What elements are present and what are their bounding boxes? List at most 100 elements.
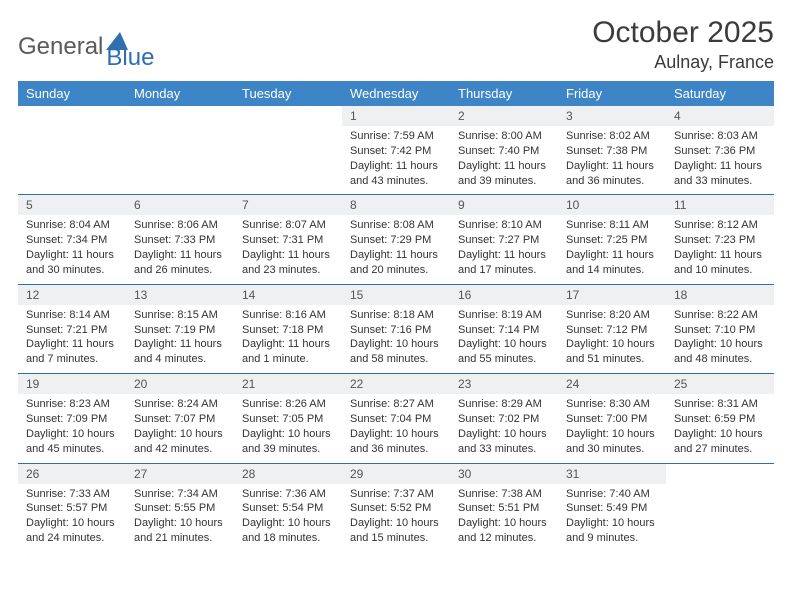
calendar-day-cell: 4Sunrise: 8:03 AMSunset: 7:36 PMDaylight… <box>666 106 774 195</box>
calendar-day-cell: 10Sunrise: 8:11 AMSunset: 7:25 PMDayligh… <box>558 195 666 284</box>
day-number: 25 <box>666 374 774 394</box>
calendar-day-cell: 21Sunrise: 8:26 AMSunset: 7:05 PMDayligh… <box>234 374 342 463</box>
day-detail: Sunrise: 7:36 AMSunset: 5:54 PMDaylight:… <box>234 484 342 552</box>
day-number: 3 <box>558 106 666 126</box>
day-number: 22 <box>342 374 450 394</box>
logo-word-2: Blue <box>106 44 154 71</box>
day-detail: Sunrise: 8:15 AMSunset: 7:19 PMDaylight:… <box>126 305 234 373</box>
day-detail: Sunrise: 8:10 AMSunset: 7:27 PMDaylight:… <box>450 215 558 283</box>
day-number: 28 <box>234 464 342 484</box>
day-detail: Sunrise: 7:37 AMSunset: 5:52 PMDaylight:… <box>342 484 450 552</box>
day-number: 2 <box>450 106 558 126</box>
day-number: 21 <box>234 374 342 394</box>
day-detail: Sunrise: 8:06 AMSunset: 7:33 PMDaylight:… <box>126 215 234 283</box>
page-header: General Blue October 2025 Aulnay, France <box>18 14 774 73</box>
calendar-day-cell: 3Sunrise: 8:02 AMSunset: 7:38 PMDaylight… <box>558 106 666 195</box>
day-number: 6 <box>126 195 234 215</box>
calendar-day-cell: 11Sunrise: 8:12 AMSunset: 7:23 PMDayligh… <box>666 195 774 284</box>
day-detail: Sunrise: 8:02 AMSunset: 7:38 PMDaylight:… <box>558 126 666 194</box>
day-detail: Sunrise: 7:59 AMSunset: 7:42 PMDaylight:… <box>342 126 450 194</box>
calendar-day-cell: 26Sunrise: 7:33 AMSunset: 5:57 PMDayligh… <box>18 463 126 552</box>
day-detail: Sunrise: 8:24 AMSunset: 7:07 PMDaylight:… <box>126 394 234 462</box>
day-detail: Sunrise: 8:08 AMSunset: 7:29 PMDaylight:… <box>342 215 450 283</box>
day-detail: Sunrise: 8:31 AMSunset: 6:59 PMDaylight:… <box>666 394 774 462</box>
calendar-day-cell: 8Sunrise: 8:08 AMSunset: 7:29 PMDaylight… <box>342 195 450 284</box>
calendar-day-cell: 0 <box>18 106 126 195</box>
day-number: 29 <box>342 464 450 484</box>
day-number: 1 <box>342 106 450 126</box>
calendar-week-row: 5Sunrise: 8:04 AMSunset: 7:34 PMDaylight… <box>18 195 774 284</box>
day-detail: Sunrise: 8:00 AMSunset: 7:40 PMDaylight:… <box>450 126 558 194</box>
calendar-day-cell: 23Sunrise: 8:29 AMSunset: 7:02 PMDayligh… <box>450 374 558 463</box>
calendar-week-row: 26Sunrise: 7:33 AMSunset: 5:57 PMDayligh… <box>18 463 774 552</box>
day-detail: Sunrise: 8:23 AMSunset: 7:09 PMDaylight:… <box>18 394 126 462</box>
day-number: 31 <box>558 464 666 484</box>
calendar-day-cell: 28Sunrise: 7:36 AMSunset: 5:54 PMDayligh… <box>234 463 342 552</box>
day-detail: Sunrise: 8:22 AMSunset: 7:10 PMDaylight:… <box>666 305 774 373</box>
day-detail: Sunrise: 8:07 AMSunset: 7:31 PMDaylight:… <box>234 215 342 283</box>
day-detail: Sunrise: 8:27 AMSunset: 7:04 PMDaylight:… <box>342 394 450 462</box>
day-number: 4 <box>666 106 774 126</box>
day-number: 5 <box>18 195 126 215</box>
day-number: 27 <box>126 464 234 484</box>
day-number: 18 <box>666 285 774 305</box>
day-detail: Sunrise: 8:16 AMSunset: 7:18 PMDaylight:… <box>234 305 342 373</box>
day-detail: Sunrise: 8:30 AMSunset: 7:00 PMDaylight:… <box>558 394 666 462</box>
weekday-header: Friday <box>558 81 666 106</box>
day-detail: Sunrise: 8:18 AMSunset: 7:16 PMDaylight:… <box>342 305 450 373</box>
calendar-day-cell: 17Sunrise: 8:20 AMSunset: 7:12 PMDayligh… <box>558 284 666 373</box>
calendar-body: 0 0 0 1Sunrise: 7:59 AMSunset: 7:42 PMDa… <box>18 106 774 552</box>
calendar-day-cell: 0 <box>126 106 234 195</box>
day-number: 8 <box>342 195 450 215</box>
day-number: 24 <box>558 374 666 394</box>
day-number: 20 <box>126 374 234 394</box>
day-detail: Sunrise: 7:34 AMSunset: 5:55 PMDaylight:… <box>126 484 234 552</box>
calendar-day-cell: 14Sunrise: 8:16 AMSunset: 7:18 PMDayligh… <box>234 284 342 373</box>
weekday-header: Saturday <box>666 81 774 106</box>
calendar-day-cell: 13Sunrise: 8:15 AMSunset: 7:19 PMDayligh… <box>126 284 234 373</box>
calendar-day-cell: 24Sunrise: 8:30 AMSunset: 7:00 PMDayligh… <box>558 374 666 463</box>
day-number: 13 <box>126 285 234 305</box>
weekday-header: Monday <box>126 81 234 106</box>
day-detail: Sunrise: 8:29 AMSunset: 7:02 PMDaylight:… <box>450 394 558 462</box>
logo-word-1: General <box>18 33 103 61</box>
day-number: 16 <box>450 285 558 305</box>
day-number: 11 <box>666 195 774 215</box>
calendar-page: General Blue October 2025 Aulnay, France… <box>0 0 792 612</box>
calendar-day-cell: 15Sunrise: 8:18 AMSunset: 7:16 PMDayligh… <box>342 284 450 373</box>
calendar-day-cell: 25Sunrise: 8:31 AMSunset: 6:59 PMDayligh… <box>666 374 774 463</box>
calendar-day-cell: 5Sunrise: 8:04 AMSunset: 7:34 PMDaylight… <box>18 195 126 284</box>
day-detail: Sunrise: 7:33 AMSunset: 5:57 PMDaylight:… <box>18 484 126 552</box>
day-number: 26 <box>18 464 126 484</box>
calendar-day-cell: 7Sunrise: 8:07 AMSunset: 7:31 PMDaylight… <box>234 195 342 284</box>
weekday-header: Thursday <box>450 81 558 106</box>
calendar-day-cell: 12Sunrise: 8:14 AMSunset: 7:21 PMDayligh… <box>18 284 126 373</box>
calendar-day-cell: 9Sunrise: 8:10 AMSunset: 7:27 PMDaylight… <box>450 195 558 284</box>
calendar-day-cell: 22Sunrise: 8:27 AMSunset: 7:04 PMDayligh… <box>342 374 450 463</box>
calendar-day-cell: 0 <box>666 463 774 552</box>
weekday-header: Sunday <box>18 81 126 106</box>
calendar-week-row: 12Sunrise: 8:14 AMSunset: 7:21 PMDayligh… <box>18 284 774 373</box>
logo: General Blue <box>18 22 154 72</box>
weekday-header: Tuesday <box>234 81 342 106</box>
calendar-day-cell: 1Sunrise: 7:59 AMSunset: 7:42 PMDaylight… <box>342 106 450 195</box>
day-detail: Sunrise: 8:14 AMSunset: 7:21 PMDaylight:… <box>18 305 126 373</box>
calendar-table: SundayMondayTuesdayWednesdayThursdayFrid… <box>18 81 774 552</box>
calendar-day-cell: 31Sunrise: 7:40 AMSunset: 5:49 PMDayligh… <box>558 463 666 552</box>
calendar-week-row: 19Sunrise: 8:23 AMSunset: 7:09 PMDayligh… <box>18 374 774 463</box>
day-number: 14 <box>234 285 342 305</box>
day-detail: Sunrise: 8:11 AMSunset: 7:25 PMDaylight:… <box>558 215 666 283</box>
calendar-day-cell: 16Sunrise: 8:19 AMSunset: 7:14 PMDayligh… <box>450 284 558 373</box>
title-block: October 2025 Aulnay, France <box>592 16 774 73</box>
day-number: 10 <box>558 195 666 215</box>
calendar-day-cell: 30Sunrise: 7:38 AMSunset: 5:51 PMDayligh… <box>450 463 558 552</box>
calendar-day-cell: 18Sunrise: 8:22 AMSunset: 7:10 PMDayligh… <box>666 284 774 373</box>
day-number: 30 <box>450 464 558 484</box>
day-detail: Sunrise: 7:38 AMSunset: 5:51 PMDaylight:… <box>450 484 558 552</box>
day-detail: Sunrise: 8:12 AMSunset: 7:23 PMDaylight:… <box>666 215 774 283</box>
calendar-day-cell: 2Sunrise: 8:00 AMSunset: 7:40 PMDaylight… <box>450 106 558 195</box>
calendar-day-cell: 27Sunrise: 7:34 AMSunset: 5:55 PMDayligh… <box>126 463 234 552</box>
calendar-header-row: SundayMondayTuesdayWednesdayThursdayFrid… <box>18 81 774 106</box>
day-detail: Sunrise: 7:40 AMSunset: 5:49 PMDaylight:… <box>558 484 666 552</box>
month-title: October 2025 <box>592 16 774 50</box>
